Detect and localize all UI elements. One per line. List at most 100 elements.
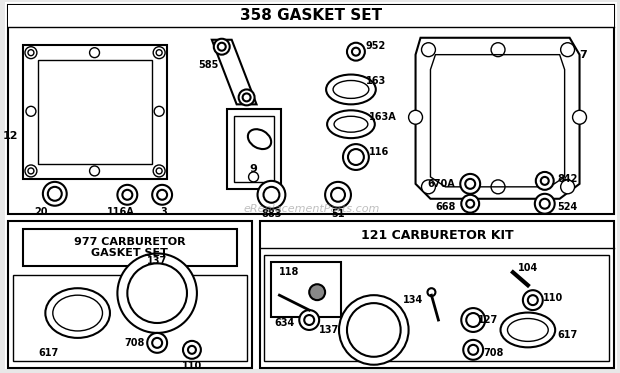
Circle shape (242, 93, 250, 101)
Circle shape (536, 172, 554, 190)
Circle shape (573, 110, 587, 124)
Circle shape (28, 50, 34, 56)
Circle shape (331, 188, 345, 202)
Text: 127: 127 (478, 315, 498, 325)
Circle shape (48, 187, 62, 201)
Bar (23, 45, 167, 179)
Text: 121 CARBURETOR KIT: 121 CARBURETOR KIT (361, 229, 513, 242)
Text: 9: 9 (250, 164, 257, 174)
Text: 842: 842 (557, 174, 578, 184)
Text: 977 CARBURETOR
GASKET SET: 977 CARBURETOR GASKET SET (74, 236, 185, 258)
Text: 137: 137 (147, 256, 167, 266)
Text: 585: 585 (198, 60, 219, 70)
Text: 708: 708 (125, 338, 145, 348)
Text: 163A: 163A (369, 112, 397, 122)
Text: 617: 617 (557, 330, 578, 340)
Text: 137: 137 (319, 325, 339, 335)
Circle shape (560, 180, 575, 194)
Circle shape (560, 43, 575, 57)
Circle shape (465, 179, 475, 189)
Circle shape (461, 195, 479, 213)
Circle shape (239, 90, 255, 105)
Circle shape (348, 149, 364, 165)
Bar (8, 5, 614, 27)
Text: 883: 883 (261, 209, 281, 219)
Circle shape (153, 47, 165, 59)
Circle shape (264, 187, 280, 203)
Circle shape (26, 106, 36, 116)
Circle shape (343, 144, 369, 170)
Circle shape (154, 106, 164, 116)
Circle shape (347, 303, 401, 357)
Circle shape (157, 190, 167, 200)
Text: eReplacementParts.com: eReplacementParts.com (243, 204, 379, 214)
Text: 116A: 116A (107, 207, 135, 217)
Text: 118: 118 (280, 267, 300, 278)
Circle shape (122, 190, 132, 200)
Circle shape (214, 39, 229, 55)
Text: 110: 110 (542, 293, 563, 303)
Ellipse shape (500, 313, 555, 347)
Text: 134: 134 (403, 295, 423, 305)
Circle shape (347, 43, 365, 61)
Text: 7: 7 (580, 50, 587, 60)
Bar (265, 256, 609, 361)
Text: 358 GASKET SET: 358 GASKET SET (240, 9, 383, 23)
Bar (8, 5, 614, 214)
Bar (260, 221, 614, 368)
Circle shape (460, 174, 480, 194)
Text: 524: 524 (557, 202, 578, 212)
Circle shape (352, 48, 360, 56)
Circle shape (541, 177, 549, 185)
Circle shape (523, 290, 542, 310)
Bar (227, 109, 281, 189)
Ellipse shape (326, 75, 376, 104)
Text: 104: 104 (518, 263, 538, 273)
Circle shape (188, 346, 196, 354)
Text: 116: 116 (369, 147, 389, 157)
Circle shape (257, 181, 285, 209)
Circle shape (127, 263, 187, 323)
Circle shape (409, 110, 422, 124)
Circle shape (117, 185, 137, 205)
Circle shape (528, 295, 538, 305)
Text: 3: 3 (161, 207, 167, 217)
Text: 670A: 670A (428, 179, 455, 189)
Circle shape (152, 185, 172, 205)
Circle shape (28, 168, 34, 174)
Circle shape (89, 48, 100, 58)
Bar (38, 60, 152, 164)
Circle shape (89, 166, 100, 176)
Bar (23, 229, 237, 266)
Circle shape (309, 284, 325, 300)
Text: 51: 51 (331, 209, 345, 219)
Circle shape (117, 253, 197, 333)
Text: 617: 617 (38, 348, 58, 358)
Bar (272, 262, 341, 317)
Circle shape (43, 182, 67, 206)
Bar (234, 116, 275, 182)
Circle shape (156, 168, 162, 174)
Circle shape (218, 43, 226, 51)
Circle shape (183, 341, 201, 359)
Polygon shape (415, 38, 580, 199)
Circle shape (299, 310, 319, 330)
Text: 12: 12 (2, 131, 18, 141)
Text: 708: 708 (483, 348, 503, 358)
Ellipse shape (327, 110, 375, 138)
Circle shape (339, 295, 409, 365)
Circle shape (491, 180, 505, 194)
Text: 668: 668 (435, 202, 455, 212)
Circle shape (147, 333, 167, 353)
Ellipse shape (248, 129, 271, 149)
Circle shape (466, 200, 474, 208)
Text: 163: 163 (366, 76, 386, 87)
Circle shape (25, 47, 37, 59)
Circle shape (461, 308, 485, 332)
Circle shape (152, 338, 162, 348)
Circle shape (156, 50, 162, 56)
Text: 110: 110 (182, 361, 202, 371)
Circle shape (540, 199, 550, 209)
Circle shape (535, 194, 555, 214)
Circle shape (466, 313, 480, 327)
